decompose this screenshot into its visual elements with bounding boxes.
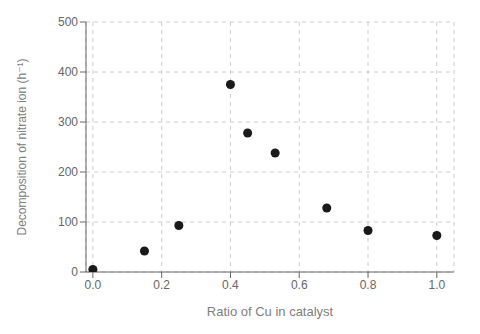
svg-text:0: 0 — [71, 265, 78, 279]
svg-text:100: 100 — [58, 215, 78, 229]
svg-text:300: 300 — [58, 115, 78, 129]
svg-text:0.0: 0.0 — [85, 278, 102, 292]
svg-text:200: 200 — [58, 165, 78, 179]
svg-text:0.8: 0.8 — [360, 278, 377, 292]
svg-text:0.6: 0.6 — [291, 278, 308, 292]
svg-text:0.4: 0.4 — [222, 278, 239, 292]
svg-text:500: 500 — [58, 15, 78, 29]
svg-text:Ratio of Cu in catalyst: Ratio of Cu in catalyst — [207, 304, 334, 319]
svg-text:400: 400 — [58, 65, 78, 79]
svg-text:1.0: 1.0 — [428, 278, 445, 292]
svg-text:0.2: 0.2 — [153, 278, 170, 292]
svg-text:Decomposition of nitrate ion (: Decomposition of nitrate ion (h⁻¹) — [15, 58, 29, 235]
